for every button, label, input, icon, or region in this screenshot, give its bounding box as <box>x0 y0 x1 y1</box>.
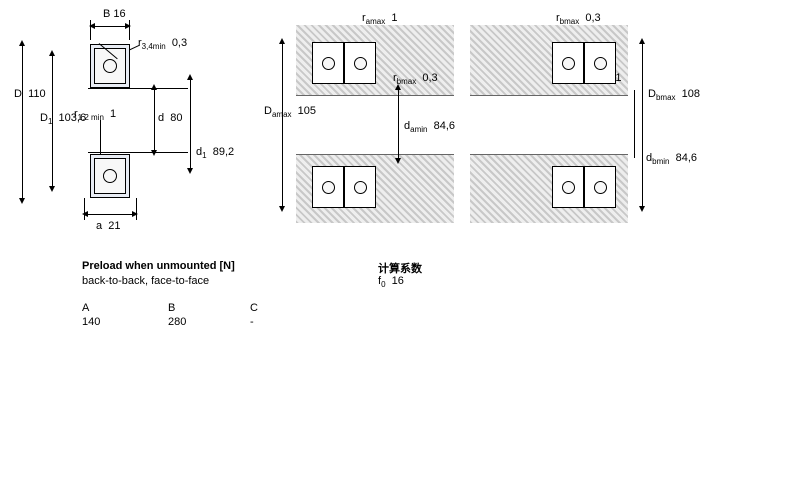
arr <box>279 38 285 44</box>
ball-icon <box>594 181 607 194</box>
dim <box>634 90 635 158</box>
ext <box>90 20 91 40</box>
ball-icon <box>322 57 335 70</box>
arr <box>279 206 285 212</box>
label-rbmax2: rbmax 0,3 <box>556 12 601 26</box>
dim <box>88 214 132 215</box>
ball-icon <box>594 57 607 70</box>
dim <box>52 56 53 186</box>
arr <box>125 23 131 29</box>
ext <box>136 198 137 220</box>
arr <box>19 198 25 204</box>
arr <box>132 211 138 217</box>
leader <box>100 120 101 155</box>
arr <box>49 186 55 192</box>
ball-icon <box>354 181 367 194</box>
bearing <box>312 166 344 208</box>
label-a: a 21 <box>96 220 121 232</box>
arr <box>82 211 88 217</box>
bearing <box>312 42 344 84</box>
ext <box>84 198 85 220</box>
col-A: A <box>82 302 89 314</box>
bearing <box>344 166 376 208</box>
arr <box>49 50 55 56</box>
col-B: B <box>168 302 175 314</box>
arr <box>395 84 401 90</box>
preload-title: Preload when unmounted [N] <box>82 260 235 272</box>
label-ramax: ramax 1 <box>362 12 397 26</box>
dim <box>190 80 191 168</box>
label-r34min: r3,4min 0,3 <box>138 37 187 51</box>
label-B: B 16 <box>103 8 126 20</box>
arr <box>151 150 157 156</box>
label-d: d 80 <box>158 112 183 124</box>
arr <box>19 40 25 46</box>
label-Dbmax: Dbmax 108 <box>648 88 700 102</box>
bearing <box>584 42 616 84</box>
f0: f0 16 <box>378 275 404 289</box>
label-D1: D1 103,6 <box>40 112 86 126</box>
label-d1: d1 89,2 <box>196 146 234 160</box>
arr <box>187 74 193 80</box>
shaft-line <box>88 88 188 89</box>
dim <box>22 46 23 198</box>
dim <box>95 26 125 27</box>
dim <box>282 44 283 206</box>
ball-icon <box>322 181 335 194</box>
val-B: 280 <box>168 316 186 328</box>
page: B 16 r3,4min 0,3 d 80 d1 89,2 r1,2 min 1… <box>0 0 800 500</box>
ball-icon <box>562 181 575 194</box>
label-damin: damin 84,6 <box>404 120 455 134</box>
arr <box>151 84 157 90</box>
dim <box>642 44 643 206</box>
arr <box>639 206 645 212</box>
shaft-line <box>88 152 188 153</box>
preload-subtitle: back-to-back, face-to-face <box>82 275 209 287</box>
val-A: 140 <box>82 316 100 328</box>
ball-icon <box>103 59 117 73</box>
arr <box>395 158 401 164</box>
calc-title: 计算系数 <box>378 260 422 276</box>
shaft <box>470 95 628 155</box>
label-D: D 110 <box>14 88 46 100</box>
dim <box>154 90 155 150</box>
ball-icon <box>103 169 117 183</box>
arr <box>639 38 645 44</box>
label-dbmin: dbmin 84,6 <box>646 152 697 166</box>
bearing <box>552 42 584 84</box>
bearing-lower <box>90 154 130 198</box>
ball-icon <box>354 57 367 70</box>
dim <box>398 90 399 158</box>
ball-icon <box>562 57 575 70</box>
label-Damax: Damax 105 <box>264 105 316 119</box>
ext <box>129 20 130 40</box>
val-C: - <box>250 316 254 328</box>
bearing <box>584 166 616 208</box>
bearing <box>344 42 376 84</box>
arr <box>187 168 193 174</box>
bearing <box>552 166 584 208</box>
col-C: C <box>250 302 258 314</box>
bearing-upper <box>90 44 130 88</box>
